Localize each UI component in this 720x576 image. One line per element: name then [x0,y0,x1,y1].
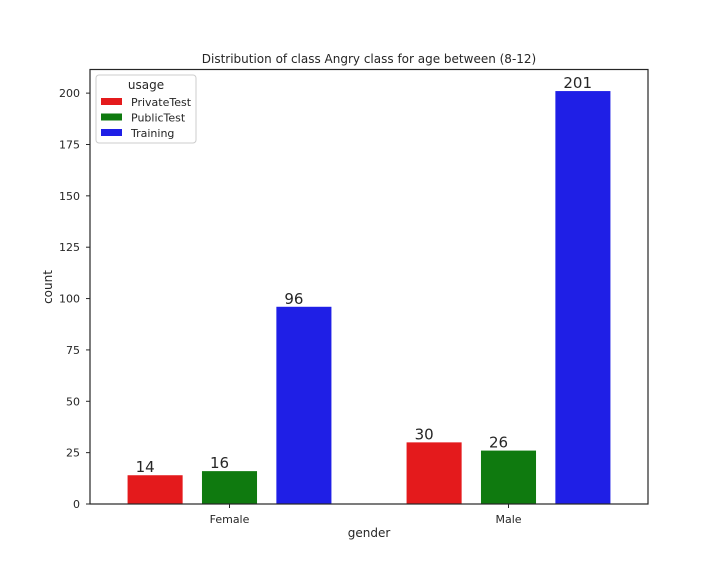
bar-publictest-female [201,471,258,504]
x-tick-label: Male [495,513,521,526]
bar-value-label: 14 [136,458,155,476]
y-tick-label: 125 [59,241,80,254]
bar-privatetest-male [406,442,462,504]
legend-title: usage [128,78,164,92]
bar-labels-group: 14 16 96 30 26 201 [136,74,592,476]
bar-training-male [555,91,611,504]
y-tick-label: 100 [59,293,80,306]
legend-swatch-privatetest [101,98,122,105]
legend-label-privatetest: PrivateTest [131,96,192,109]
y-tick-label: 200 [59,87,80,100]
x-axis-ticks: Female Male [210,504,522,526]
bar-value-label: 16 [210,454,229,472]
bar-value-label: 30 [415,425,434,443]
bar-publictest-male [480,450,537,504]
y-axis-label: count [41,270,55,304]
bar-value-label: 96 [284,290,303,308]
legend: usage PrivateTest PublicTest Training [95,74,197,144]
bar-value-label: 26 [489,434,508,452]
legend-label-training: Training [130,127,174,140]
y-tick-label: 175 [59,138,80,151]
y-tick-label: 150 [59,190,80,203]
legend-swatch-publictest [101,113,122,121]
bar-training-female [276,306,332,504]
chart-title: Distribution of class Angry class for ag… [202,52,536,66]
bars-group [127,91,611,504]
y-axis-ticks: 0 25 50 75 100 125 150 175 200 [59,87,90,511]
x-axis-label: gender [348,526,391,540]
legend-label-publictest: PublicTest [131,112,186,125]
bar-privatetest-female [127,475,183,504]
y-tick-label: 50 [66,395,80,408]
plot-frame [89,68,649,505]
legend-items: PrivateTest PublicTest Training [101,96,192,140]
bar-value-label: 201 [563,74,592,92]
y-tick-label: 75 [66,344,80,357]
x-tick-label: Female [210,513,250,526]
legend-swatch-training [101,129,122,136]
y-tick-label: 25 [66,447,80,460]
legend-box [95,74,197,144]
y-tick-label: 0 [73,498,80,511]
